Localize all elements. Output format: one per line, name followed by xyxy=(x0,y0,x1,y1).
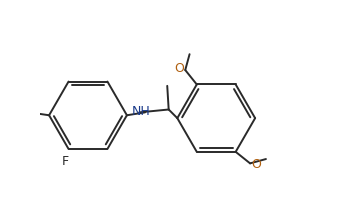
Text: F: F xyxy=(62,155,69,168)
Text: O: O xyxy=(251,158,261,171)
Text: O: O xyxy=(174,62,184,75)
Text: NH: NH xyxy=(132,105,151,118)
